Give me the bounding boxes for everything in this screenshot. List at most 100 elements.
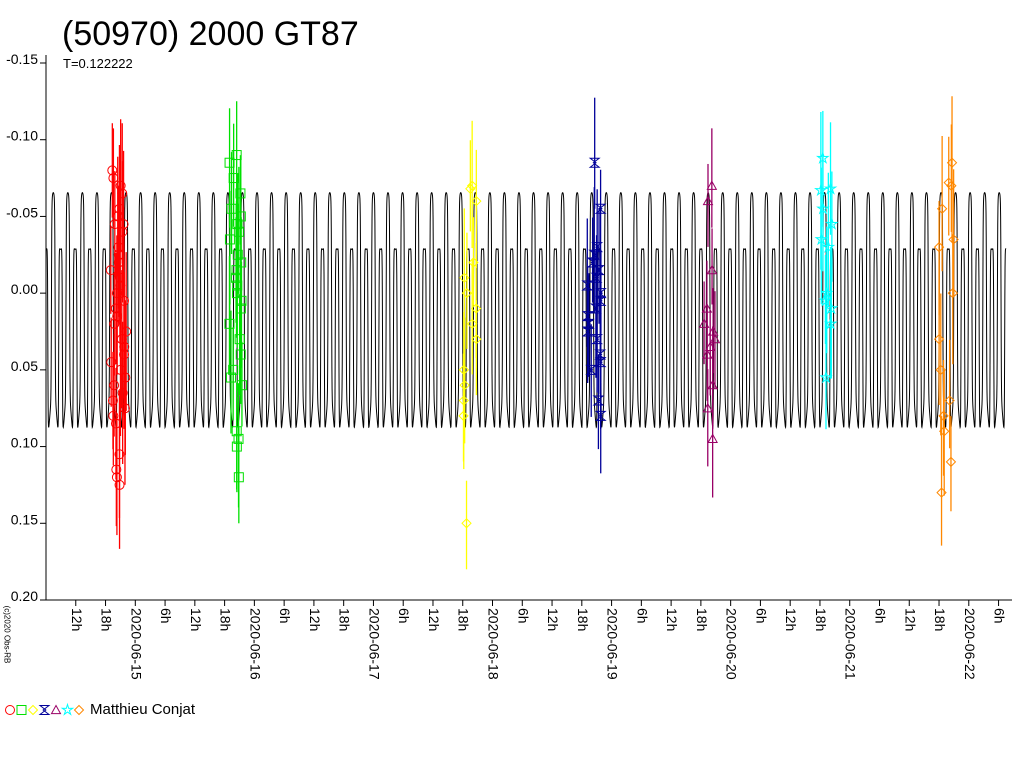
data-point — [107, 165, 118, 176]
data-point — [816, 201, 830, 215]
data-point — [592, 395, 605, 406]
data-point — [233, 226, 244, 237]
data-point — [818, 293, 833, 307]
data-point — [594, 410, 607, 421]
chart-subtitle: T=0.122222 — [63, 56, 133, 71]
data-point — [466, 180, 478, 191]
x-tick-label: 12h — [307, 608, 323, 631]
y-tick-label: 0.15 — [11, 511, 38, 527]
data-point — [702, 402, 714, 413]
data-point — [461, 287, 473, 299]
legend-observer-label: Matthieu Conjat — [90, 700, 196, 718]
data-point — [115, 180, 126, 191]
model-curve-group — [45, 192, 1007, 430]
data-point — [823, 181, 838, 195]
data-point — [459, 379, 470, 391]
data-point — [933, 241, 945, 253]
model-lightcurve — [45, 192, 1007, 430]
data-point — [119, 403, 130, 414]
data-point — [819, 370, 833, 384]
data-point — [594, 357, 607, 368]
data-point — [228, 173, 239, 184]
data-point — [936, 487, 947, 498]
data-point — [946, 180, 957, 191]
data-point — [701, 348, 713, 359]
data-point — [465, 183, 476, 195]
data-point — [109, 318, 120, 329]
legend-marker — [60, 702, 75, 716]
observation-series — [224, 101, 247, 524]
data-point — [698, 318, 710, 328]
y-tick-label: -0.10 — [6, 128, 38, 144]
x-tick-label: 18h — [218, 608, 234, 631]
data-point — [947, 287, 959, 299]
data-point — [814, 232, 829, 246]
data-point — [944, 395, 955, 406]
x-tick-label: 12h — [426, 608, 442, 631]
x-tick-label: 12h — [783, 608, 799, 631]
data-point — [236, 380, 247, 391]
x-tick-label: 18h — [456, 608, 472, 631]
data-point — [458, 410, 469, 422]
x-tick-label: 12h — [1021, 608, 1024, 631]
legend-marker — [27, 704, 39, 716]
data-point — [594, 203, 607, 214]
x-tick-label: 12h — [902, 608, 918, 631]
y-tick-label: 0.10 — [11, 435, 38, 451]
data-point — [581, 326, 594, 337]
x-tick-label-date: 2020-06-19 — [605, 608, 621, 680]
x-tick-label: 12h — [664, 608, 680, 631]
x-tick-label-date: 2020-06-17 — [366, 608, 382, 680]
data-point — [471, 333, 482, 345]
legend-marker — [38, 705, 51, 715]
x-tick-label: 12h — [69, 608, 85, 631]
data-point — [109, 380, 120, 391]
y-tick-label: -0.05 — [6, 204, 38, 220]
data-point — [224, 234, 235, 245]
data-point — [582, 318, 595, 329]
x-tick-label-date: 2020-06-15 — [128, 608, 144, 680]
observation-series — [105, 119, 132, 549]
legend-marker — [16, 705, 27, 715]
data-point — [228, 364, 239, 375]
data-point — [594, 349, 607, 360]
legend: Matthieu Conjat — [4, 698, 195, 720]
observation-series — [698, 128, 721, 498]
data-point — [591, 334, 604, 345]
data-point — [113, 257, 124, 268]
data-point — [108, 410, 119, 421]
x-tick-label: 18h — [694, 608, 710, 631]
data-point — [706, 264, 718, 275]
y-tick-label: 0.20 — [11, 588, 38, 604]
x-tick-label: 6h — [396, 608, 412, 624]
chart-title: (50970) 2000 GT87 — [62, 15, 359, 53]
observation-series — [814, 110, 839, 430]
legend-marker — [50, 704, 62, 715]
data-point — [594, 295, 607, 306]
data-point — [231, 441, 242, 452]
x-tick-label: 6h — [753, 608, 769, 624]
data-point — [233, 472, 244, 483]
data-point — [106, 357, 117, 368]
data-point — [471, 195, 482, 207]
data-point — [945, 456, 957, 468]
data-point — [235, 349, 246, 360]
data-point — [823, 316, 838, 330]
y-tick-label: 0.05 — [11, 358, 38, 374]
x-tick-label: 6h — [515, 608, 531, 624]
data-point — [585, 364, 598, 375]
x-tick-label: 6h — [872, 608, 888, 624]
data-point — [707, 433, 718, 443]
lightcurve-plot: -0.15 -0.10 -0.05 0.00 0.05 0.10 0.15 0.20 12h 18… — [6, 51, 1024, 680]
data-point — [225, 372, 236, 383]
x-tick-label-date: 2020-06-18 — [486, 608, 502, 680]
data-point — [119, 349, 130, 360]
data-point — [702, 195, 714, 206]
observation-series — [933, 96, 959, 546]
data-point — [594, 288, 607, 299]
legend-marker-icons — [5, 702, 85, 716]
x-tick-label: 12h — [545, 608, 561, 631]
data-point — [111, 472, 122, 483]
data-point — [117, 387, 128, 398]
x-tick-label-date: 2020-06-16 — [247, 608, 263, 680]
